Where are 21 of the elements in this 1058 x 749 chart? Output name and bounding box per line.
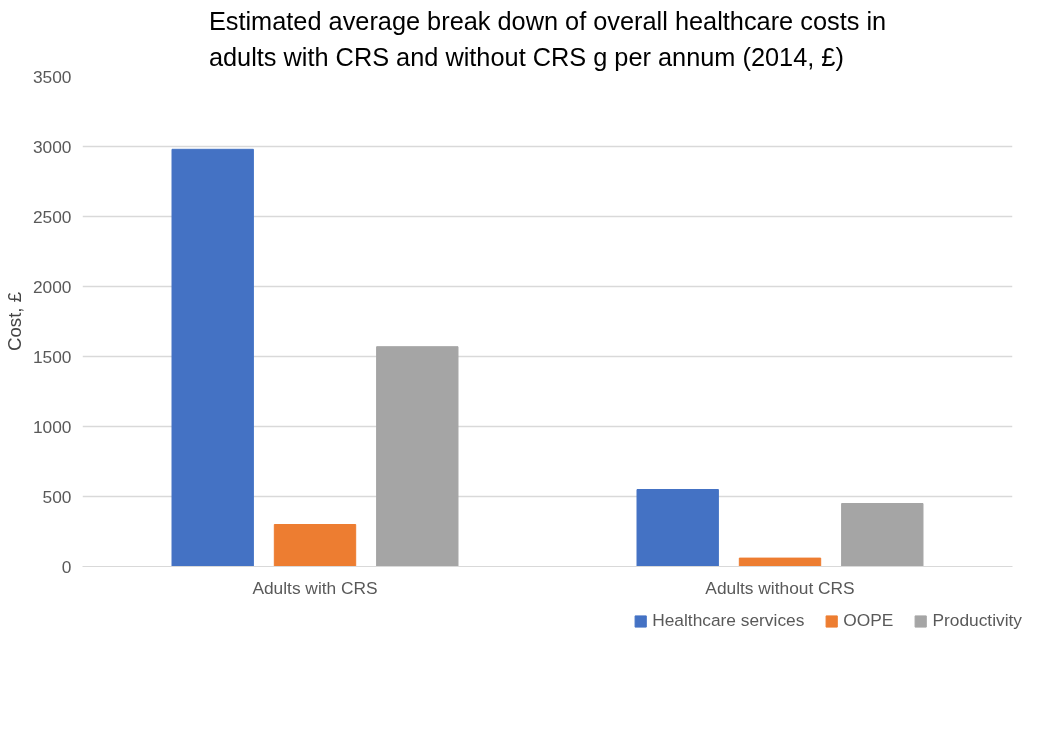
x-tick-label: Adults with CRS (252, 577, 378, 598)
bar (376, 346, 459, 567)
bar (841, 503, 924, 567)
legend-label: Healthcare services (652, 610, 805, 631)
chart-title: Estimated average break down of overall healthcare costs in adults with CRS and without CRS g per annum (2014, £) (208, 7, 887, 72)
x-tick-label: Adults without CRS (705, 577, 855, 598)
bar (738, 557, 822, 567)
legend-label: Productivity (932, 610, 1022, 631)
y-axis-title: Cost, £ (3, 291, 25, 352)
y-tick-label: 3500 (32, 66, 72, 87)
bar (171, 148, 254, 567)
y-tick-label: 2000 (32, 276, 72, 297)
legend-label: OOPE (843, 610, 894, 631)
bar (636, 489, 719, 567)
y-tick-label: 1500 (32, 346, 72, 367)
y-tick-label: 1000 (32, 416, 72, 437)
y-tick-label: 3000 (32, 136, 72, 157)
bar (273, 524, 357, 567)
y-tick-label: 2500 (32, 206, 72, 227)
y-tick-label: 0 (61, 556, 72, 577)
y-tick-label: 500 (42, 486, 72, 507)
